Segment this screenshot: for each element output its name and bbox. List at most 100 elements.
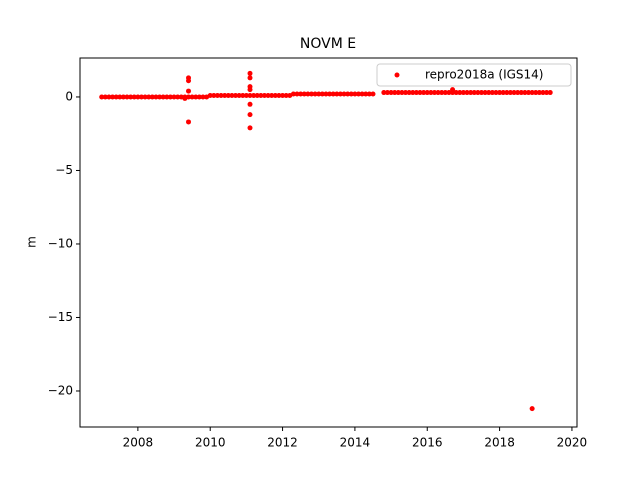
point	[272, 92, 278, 98]
point	[464, 90, 470, 96]
point	[388, 90, 394, 96]
point	[124, 94, 130, 100]
point	[482, 90, 488, 96]
point	[128, 94, 134, 100]
x-tick-label: 2008	[123, 436, 154, 450]
point	[240, 92, 246, 98]
point	[247, 92, 253, 98]
point	[269, 92, 275, 98]
point	[142, 94, 148, 100]
point	[229, 92, 235, 98]
point	[500, 90, 506, 96]
point	[352, 91, 358, 97]
point	[319, 91, 325, 97]
point	[457, 90, 463, 96]
point	[153, 94, 159, 100]
point	[486, 90, 492, 96]
point	[381, 90, 387, 96]
point	[384, 90, 390, 96]
legend-marker	[394, 72, 400, 78]
point	[547, 90, 553, 96]
point	[164, 94, 170, 100]
x-tick-label: 2012	[267, 436, 298, 450]
point	[323, 91, 329, 97]
point	[366, 91, 372, 97]
point	[356, 91, 362, 97]
point	[511, 90, 517, 96]
point	[247, 112, 253, 118]
point	[327, 91, 333, 97]
x-tick-label: 2020	[557, 436, 588, 450]
point	[301, 91, 307, 97]
point	[334, 91, 340, 97]
point	[131, 94, 137, 100]
point	[493, 90, 499, 96]
point	[453, 90, 459, 96]
plot-frame	[79, 57, 578, 428]
point	[529, 90, 535, 96]
point	[446, 90, 452, 96]
y-tick-label: −5	[55, 163, 73, 177]
point	[507, 90, 513, 96]
point	[280, 92, 286, 98]
point	[251, 92, 257, 98]
point	[283, 92, 289, 98]
point	[276, 92, 282, 98]
point	[345, 91, 351, 97]
point	[135, 94, 141, 100]
point	[113, 94, 119, 100]
point	[522, 90, 528, 96]
point	[431, 90, 437, 96]
point	[175, 94, 181, 100]
point	[254, 92, 260, 98]
point	[160, 94, 166, 100]
point	[211, 92, 217, 98]
point	[236, 92, 242, 98]
point	[526, 90, 532, 96]
point	[515, 90, 521, 96]
point	[261, 92, 267, 98]
point	[341, 91, 347, 97]
point	[182, 95, 188, 101]
point	[186, 88, 192, 94]
point	[424, 90, 430, 96]
point	[214, 92, 220, 98]
point	[403, 90, 409, 96]
point	[247, 101, 253, 107]
point	[413, 90, 419, 96]
point	[489, 90, 495, 96]
point	[106, 94, 112, 100]
point	[536, 90, 542, 96]
point	[479, 90, 485, 96]
point	[370, 91, 376, 97]
point	[450, 87, 456, 93]
point	[435, 90, 441, 96]
point	[196, 94, 202, 100]
point	[298, 91, 304, 97]
point	[533, 90, 539, 96]
chart-title: NOVM E	[300, 36, 356, 52]
point	[290, 91, 296, 97]
point	[504, 90, 510, 96]
y-tick-label: 0	[65, 89, 73, 103]
point	[460, 90, 466, 96]
point	[171, 94, 177, 100]
point	[363, 91, 369, 97]
point	[186, 119, 192, 125]
point	[225, 92, 231, 98]
point	[110, 94, 116, 100]
point	[417, 90, 423, 96]
point	[265, 92, 271, 98]
point	[193, 94, 199, 100]
point	[222, 92, 228, 98]
point	[247, 70, 253, 76]
point	[207, 92, 213, 98]
point	[399, 90, 405, 96]
point	[348, 91, 354, 97]
legend-box	[376, 63, 572, 87]
point	[316, 91, 322, 97]
x-tick-label: 2014	[340, 436, 371, 450]
point	[359, 91, 365, 97]
point	[218, 92, 224, 98]
point	[294, 91, 300, 97]
